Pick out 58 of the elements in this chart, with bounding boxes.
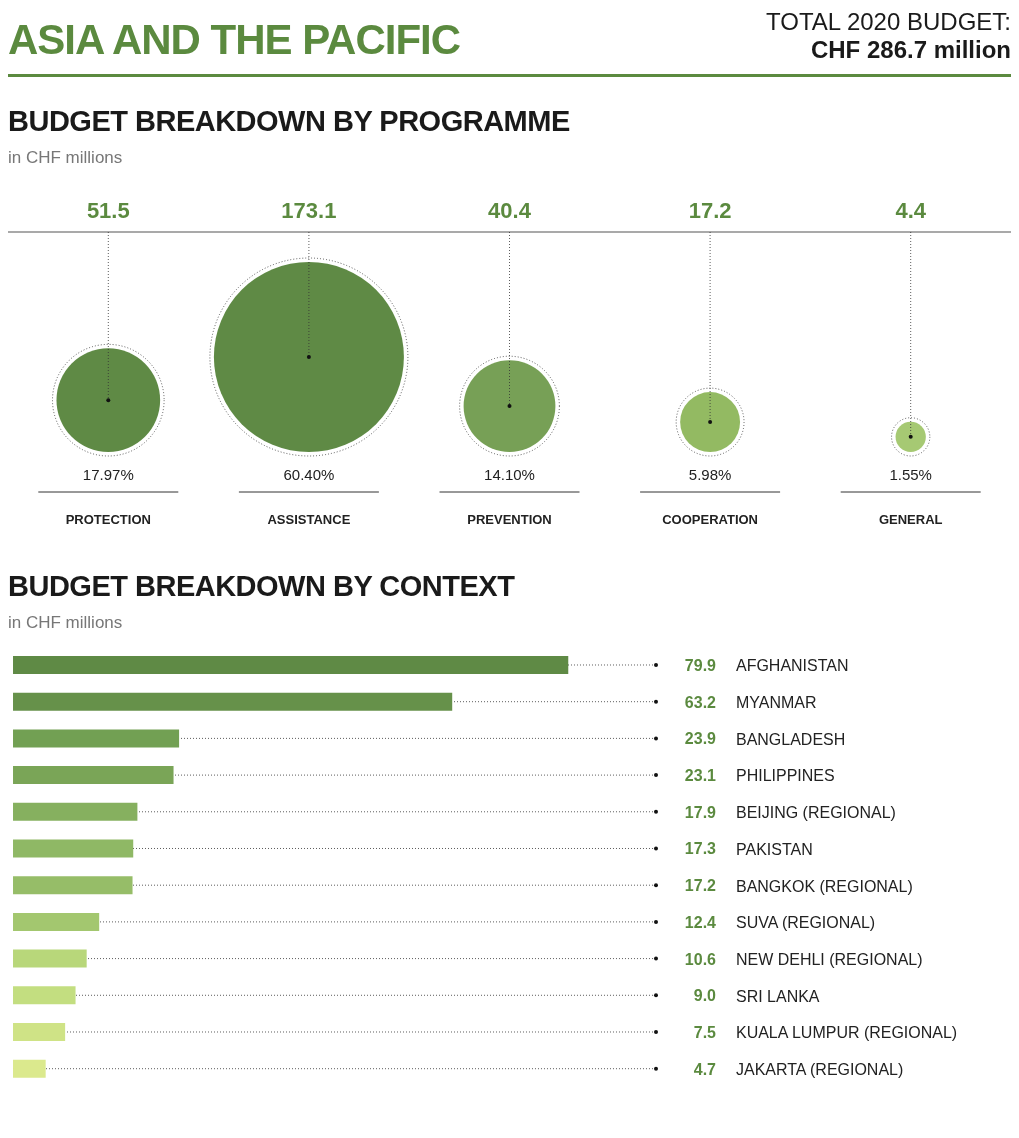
data-label: 4.7 — [693, 1060, 717, 1078]
bar — [13, 1059, 46, 1078]
category-label: PROTECTION — [65, 512, 151, 527]
category-label: PREVENTION — [467, 512, 552, 527]
data-label: 23.9 — [684, 730, 717, 748]
text: 60.40% — [283, 466, 335, 483]
bar — [13, 912, 100, 931]
bar — [13, 766, 174, 785]
bar — [13, 656, 569, 674]
data-label: 7.5 — [693, 1023, 717, 1041]
category-label: GENERAL — [878, 512, 943, 527]
bar — [13, 1022, 66, 1041]
category-label: JAKARTA (REGIONAL) — [736, 1061, 904, 1079]
category-label: MYANMAR — [736, 694, 817, 712]
category-label: BANGLADESH — [736, 730, 846, 748]
data-label: 173.1 — [281, 198, 337, 223]
data-label: 23.1 — [684, 767, 717, 785]
category-label: BEIJING (REGIONAL) — [736, 804, 896, 822]
data-label: 9.0 — [693, 987, 717, 1005]
text: CHF 286.7 million — [809, 36, 1011, 64]
chart-title: BUDGET BREAKDOWN BY CONTEXT — [8, 570, 516, 603]
category-label: SRI LANKA — [736, 987, 820, 1005]
text: TOTAL 2020 BUDGET: — [766, 8, 1011, 36]
data-label: 10.6 — [684, 950, 717, 968]
category-label: PHILIPPINES — [736, 767, 835, 785]
text: in CHF millions — [8, 148, 124, 168]
data-label: 17.3 — [684, 840, 717, 858]
data-label: 79.9 — [684, 657, 717, 674]
data-label: 4.4 — [895, 198, 927, 223]
data-label: 17.2 — [688, 198, 732, 223]
data-label: 51.5 — [86, 198, 130, 223]
category-label: BANGKOK (REGIONAL) — [736, 877, 913, 895]
text: ASIA AND THE PACIFIC — [8, 16, 461, 64]
category-label: NEW DEHLI (REGIONAL) — [736, 950, 923, 968]
category-label: KUALA LUMPUR (REGIONAL) — [736, 1024, 958, 1042]
data-label: 12.4 — [684, 913, 717, 931]
chart-subtitle: in CHF millions — [8, 613, 124, 633]
bar — [13, 839, 134, 858]
text: 17.97% — [82, 466, 134, 483]
data-label: 63.2 — [684, 693, 717, 711]
category-label: PAKISTAN — [736, 840, 813, 858]
text: BUDGET BREAKDOWN BY PROGRAMME — [8, 105, 571, 138]
bar — [13, 876, 133, 895]
bar — [13, 729, 180, 748]
text: 1.55% — [889, 466, 932, 483]
data-label: 40.4 — [488, 198, 532, 223]
category-label: AFGHANISTAN — [736, 657, 849, 675]
bar — [13, 692, 453, 711]
category-label: COOPERATION — [662, 512, 759, 527]
bar — [13, 802, 138, 821]
text: 14.10% — [484, 466, 535, 483]
category-label: ASSISTANCE — [267, 512, 351, 527]
data-label: 17.2 — [684, 877, 717, 895]
text: 5.98% — [688, 466, 732, 483]
category-label: SUVA (REGIONAL) — [736, 914, 876, 932]
data-label: 17.9 — [684, 803, 717, 821]
bar — [13, 986, 76, 1005]
bar — [13, 949, 87, 968]
